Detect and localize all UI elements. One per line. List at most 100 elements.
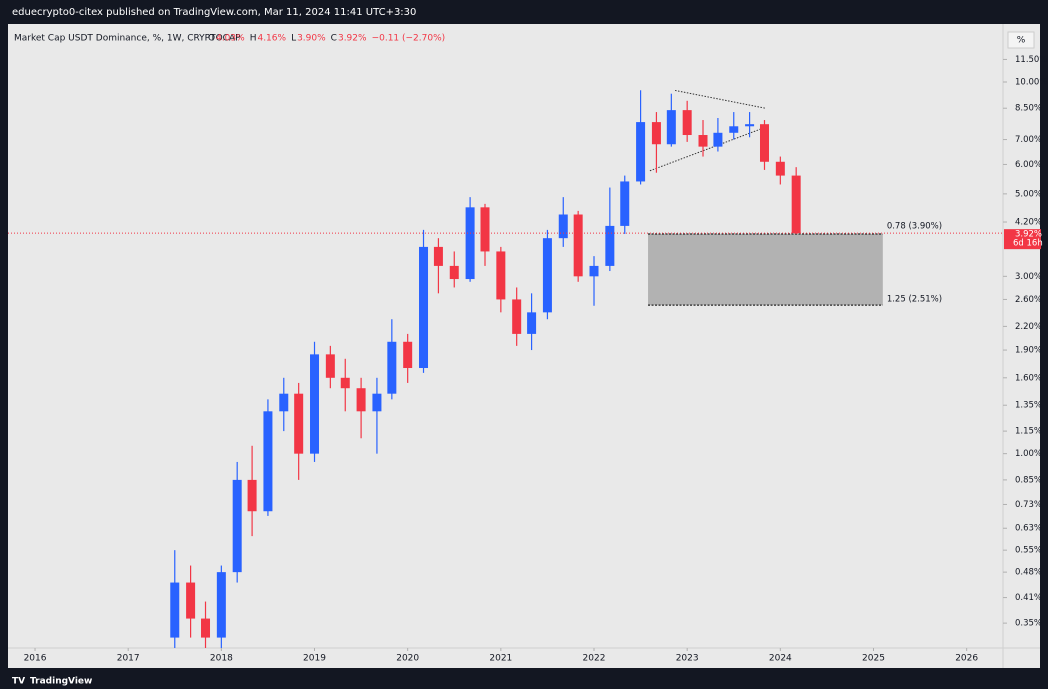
- candle-body: [372, 393, 382, 412]
- x-tick-label: 2016: [24, 654, 47, 664]
- zone-bottom-label: 1.25 (2.51%): [887, 295, 942, 305]
- candle-body: [419, 246, 429, 369]
- candle-body: [340, 377, 350, 389]
- candle-body: [605, 225, 615, 266]
- candle-body: [356, 388, 366, 412]
- candle-body: [480, 207, 490, 252]
- x-tick-label: 2025: [862, 654, 885, 664]
- candle-body: [620, 181, 630, 226]
- candle-body: [759, 124, 769, 162]
- candle-body: [449, 265, 459, 280]
- y-tick-label: 1.90%: [1015, 346, 1042, 356]
- candle-body: [791, 175, 801, 234]
- ohlc-key: L: [291, 34, 296, 44]
- unit-box: [1007, 31, 1035, 49]
- footer-brand: TradingView: [30, 677, 92, 687]
- candle-body: [433, 246, 443, 266]
- chart-panel: [8, 24, 1040, 668]
- candle-body: [216, 572, 226, 638]
- candle-body: [651, 122, 661, 145]
- x-tick-label: 2022: [583, 654, 606, 664]
- candle-body: [775, 161, 785, 176]
- y-tick-label: 2.60%: [1015, 295, 1042, 305]
- y-tick-label: 4.20%: [1015, 218, 1042, 228]
- candle-body: [294, 393, 304, 454]
- x-tick-label: 2024: [769, 654, 792, 664]
- y-tick-label: 2.20%: [1015, 322, 1042, 332]
- candle-body: [232, 479, 242, 573]
- candle-body: [698, 135, 708, 147]
- footer-logo: TV: [12, 677, 25, 687]
- y-tick-label: 3.00%: [1015, 272, 1042, 282]
- last-price-label: 3.92%: [1015, 230, 1042, 240]
- candle-body: [527, 312, 537, 334]
- x-tick-label: 2020: [396, 654, 419, 664]
- y-tick-label: 1.15%: [1015, 427, 1042, 437]
- candle-body: [636, 122, 646, 182]
- candle-body: [682, 110, 692, 136]
- countdown-label: 6d 16h: [1013, 239, 1043, 249]
- x-tick-label: 2018: [210, 654, 233, 664]
- candle-body: [496, 251, 506, 300]
- y-tick-label: 10.00%: [1015, 77, 1047, 87]
- y-tick-label: 1.35%: [1015, 401, 1042, 411]
- candle-body: [713, 132, 723, 147]
- y-tick-label: 1.60%: [1015, 373, 1042, 383]
- candle-body: [729, 126, 739, 133]
- y-tick-label: 1.00%: [1015, 449, 1042, 459]
- last-price-box: [1004, 229, 1041, 250]
- y-tick-label: 11.50%: [1015, 55, 1047, 65]
- y-tick-label: 0.55%: [1015, 546, 1042, 556]
- y-tick-label: 6.00%: [1015, 160, 1042, 170]
- candle-body: [465, 207, 475, 280]
- candle-body: [573, 214, 583, 277]
- y-tick-label: 8.50%: [1015, 104, 1042, 114]
- publisher: eduecrypto0-citex published on TradingVi…: [12, 7, 416, 18]
- target-zone: [648, 233, 883, 306]
- ohlc-change: −0.11 (−2.70%): [372, 34, 446, 44]
- candle-body: [542, 238, 552, 313]
- ohlc-key: H: [250, 34, 257, 44]
- candle-body: [279, 393, 289, 412]
- ohlc-value: 3.90%: [297, 34, 326, 44]
- y-tick-label: 7.00%: [1015, 135, 1042, 145]
- candle-body: [186, 582, 196, 619]
- y-tick-label: 0.48%: [1015, 568, 1042, 578]
- candle-body: [310, 354, 320, 454]
- ohlc-key: O: [208, 34, 215, 44]
- x-tick-label: 2026: [955, 654, 978, 664]
- legend: Market Cap USDT Dominance, %, 1W, CRYPTO…: [14, 34, 241, 44]
- y-tick-label: 5.00%: [1015, 189, 1042, 199]
- candle-body: [589, 265, 599, 277]
- y-tick-label: 0.41%: [1015, 593, 1042, 603]
- y-tick-label: 0.85%: [1015, 475, 1042, 485]
- x-tick-label: 2021: [489, 654, 512, 664]
- candle-body: [745, 124, 755, 127]
- candle-body: [325, 354, 335, 378]
- candle-body: [666, 110, 676, 145]
- x-tick-label: 2019: [303, 654, 326, 664]
- y-unit: %: [1017, 36, 1026, 46]
- y-tick-label: 0.63%: [1015, 524, 1042, 534]
- x-tick-label: 2023: [676, 654, 699, 664]
- ohlc-value: 3.92%: [338, 34, 367, 44]
- ohlc-value: 4.16%: [257, 34, 286, 44]
- candle-body: [247, 479, 257, 512]
- ohlc-value: 4.03%: [216, 34, 245, 44]
- candle-body: [512, 299, 522, 334]
- candle-body: [170, 582, 180, 638]
- candle-body: [263, 411, 273, 512]
- x-tick-label: 2017: [117, 654, 140, 664]
- trendline: [674, 89, 766, 109]
- candle-body: [387, 341, 397, 394]
- candle-body: [558, 214, 568, 239]
- candle-body: [403, 341, 413, 369]
- plot: [170, 89, 883, 648]
- ohlc-legend: O 4.03% H 4.16% L 3.90% C 3.92% −0.11 (−2.70%): [208, 34, 445, 44]
- trendline: [649, 128, 762, 172]
- y-tick-label: 0.35%: [1015, 619, 1042, 629]
- candle-body: [201, 618, 211, 638]
- zone-top-label: 0.78 (3.90%): [887, 221, 942, 231]
